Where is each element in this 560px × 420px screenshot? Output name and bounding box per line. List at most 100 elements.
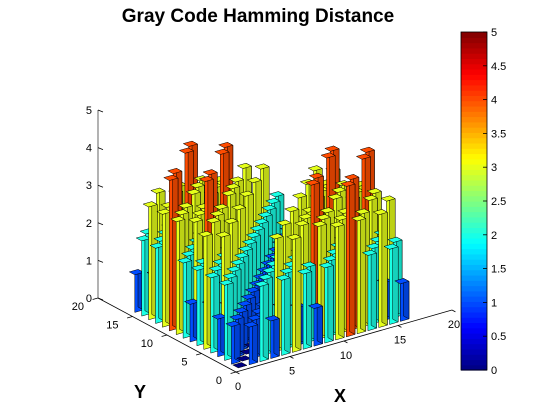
bars-layer — [129, 140, 410, 369]
colorbar-segment — [461, 248, 487, 255]
bar-top-face — [366, 188, 382, 195]
x-tick-mark — [397, 325, 402, 328]
colorbar-segment — [461, 142, 487, 149]
bar-top-face — [192, 209, 207, 216]
bar-top-face — [233, 307, 249, 314]
bar-top-face — [363, 194, 378, 201]
z-tick-label: 3 — [86, 180, 92, 192]
bar — [362, 249, 377, 331]
y-tick-mark — [92, 297, 99, 300]
y-tick-label: 0 — [216, 375, 222, 387]
bar-top-face — [351, 215, 367, 222]
z-tick-label: 5 — [86, 105, 92, 117]
bar-top-face — [286, 233, 302, 240]
bar-top-face — [229, 314, 245, 321]
colorbar-tick-label: 4 — [491, 95, 497, 107]
colorbar-segment — [461, 259, 487, 265]
z-tick-label: 0 — [86, 293, 92, 305]
bar-side-face — [262, 280, 269, 360]
bar-top-face — [383, 243, 399, 250]
bar-top-face — [301, 261, 316, 268]
bar-top-face — [225, 320, 241, 327]
bar-top-face — [178, 202, 193, 209]
z-tick-label: 2 — [86, 218, 92, 230]
colorbar-segment — [461, 327, 487, 334]
bar-base — [236, 355, 252, 362]
colorbar-segment — [461, 311, 487, 318]
colorbar-segment — [461, 290, 487, 297]
bar-top-face — [366, 243, 381, 249]
x-tick-label: 5 — [289, 366, 295, 378]
bar-top-face — [239, 190, 254, 197]
bar-top-face — [238, 245, 253, 252]
bar — [275, 274, 291, 356]
bar-top-face — [307, 165, 323, 172]
bar — [232, 362, 248, 369]
colorbar-segment — [461, 195, 487, 202]
bar — [372, 209, 388, 328]
bar-side-face — [306, 268, 313, 348]
bar-top-face — [360, 146, 375, 153]
x-tick-mark — [289, 356, 294, 359]
bar-top-face — [309, 172, 324, 179]
bar-top-face — [213, 203, 229, 210]
bar-top-face — [215, 231, 231, 238]
colorbar-segment — [461, 301, 487, 308]
x-tick-mark — [343, 340, 348, 344]
bar-top-face — [329, 221, 345, 228]
colorbar-tick-label: 2 — [491, 230, 497, 242]
bar-top-face — [237, 162, 252, 169]
colorbar-segment — [461, 79, 487, 86]
bar-top-face — [225, 183, 241, 190]
bar-top-face — [214, 148, 230, 155]
colorbar-segment — [461, 333, 487, 339]
bar-top-face — [265, 198, 281, 204]
bar-base — [232, 362, 248, 369]
bar-top-face — [284, 206, 300, 213]
bar-top-face — [198, 230, 213, 237]
colorbar-segment — [461, 322, 487, 329]
colorbar-segment — [461, 105, 487, 112]
colorbar-tick-label: 5 — [491, 27, 497, 39]
bar-side-face — [360, 215, 367, 332]
bar-top-face — [298, 213, 313, 220]
bar-top-face — [243, 321, 259, 328]
colorbar-segment — [461, 164, 487, 170]
colorbar-segment — [461, 132, 487, 139]
bar-top-face — [294, 220, 310, 227]
colorbar-tick-label: 1 — [491, 297, 497, 309]
colorbar-segment — [461, 359, 487, 366]
bar-top-face — [268, 233, 284, 240]
bar-top-face — [237, 300, 253, 307]
bar — [286, 233, 302, 353]
y-tick-label: 10 — [141, 338, 153, 350]
bar-top-face — [253, 218, 269, 225]
colorbar-segment — [461, 364, 487, 371]
bar — [243, 321, 259, 366]
colorbar-segment — [461, 222, 487, 229]
bar — [351, 215, 367, 335]
y-tick-mark — [230, 371, 237, 374]
x-tick-mark — [235, 371, 240, 375]
bar-top-face — [315, 214, 331, 221]
colorbar-segment — [461, 127, 487, 133]
colorbar-segment — [461, 53, 487, 60]
bar-top-face — [372, 209, 388, 216]
bar-top-face — [188, 216, 203, 223]
colorbar-segment — [461, 237, 487, 244]
colorbar-segment — [461, 206, 487, 213]
bar-top-face — [320, 152, 336, 159]
bar-side-face — [403, 278, 410, 320]
bar-top-face — [279, 267, 295, 274]
colorbar-segment — [461, 296, 487, 302]
bar — [297, 268, 313, 350]
bar-top-face — [174, 209, 190, 216]
bar-top-face — [340, 180, 356, 187]
bar — [254, 280, 269, 362]
y-tick-mark — [195, 353, 202, 356]
y-tick-label: 20 — [72, 301, 84, 313]
colorbar-segment — [461, 253, 487, 260]
x-tick-label: 0 — [235, 381, 241, 393]
bar-side-face — [392, 243, 399, 323]
colorbar-segment — [461, 37, 487, 44]
